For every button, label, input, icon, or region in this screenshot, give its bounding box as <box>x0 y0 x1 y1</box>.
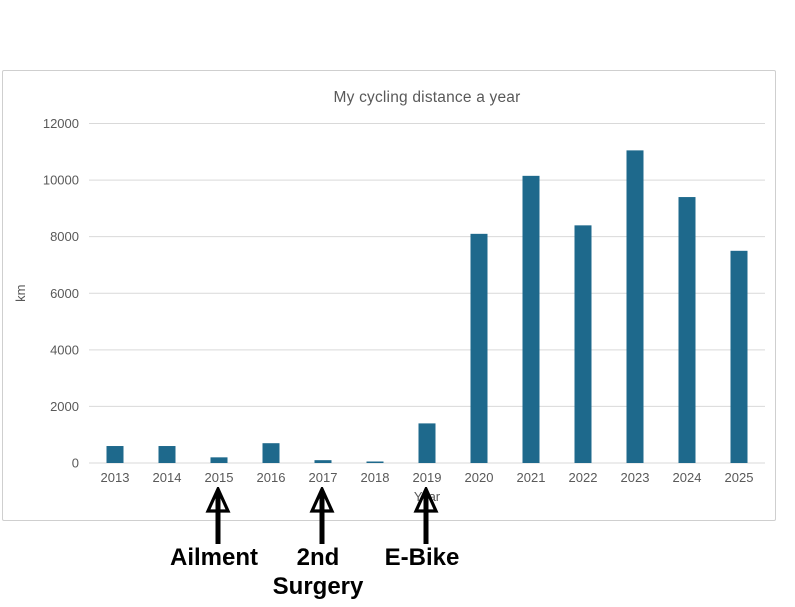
x-axis-title: Year <box>414 489 441 504</box>
annotation-label: Ailment <box>169 544 259 571</box>
x-tick-label: 2020 <box>465 470 494 485</box>
bar-2023 <box>626 150 644 463</box>
y-tick-label: 0 <box>72 456 79 471</box>
bar-2014 <box>158 446 176 463</box>
annotation-label: E-Bike <box>384 544 460 571</box>
bar-2022 <box>574 225 592 463</box>
y-tick-label: 8000 <box>50 229 79 244</box>
x-tick-label: 2023 <box>621 470 650 485</box>
y-tick-label: 4000 <box>50 342 79 357</box>
y-tick-label: 6000 <box>50 286 79 301</box>
bar-2024 <box>678 197 696 463</box>
y-tick-label: 10000 <box>43 173 79 188</box>
bar-2018 <box>366 461 384 463</box>
x-tick-label: 2013 <box>101 470 130 485</box>
x-tick-label: 2017 <box>309 470 338 485</box>
annotation-label: 2nd <box>296 544 340 571</box>
chart-panel: My cycling distance a year 0 2000 4000 6000… <box>2 70 776 521</box>
x-tick-label: 2019 <box>413 470 442 485</box>
x-tick-label: 2016 <box>257 470 286 485</box>
bar-2020 <box>470 233 488 463</box>
bar-2013 <box>106 446 124 463</box>
x-tick-label: 2014 <box>153 470 182 485</box>
bar-2021 <box>522 175 540 463</box>
y-axis-title: km <box>13 285 28 302</box>
chart-title: My cycling distance a year <box>333 89 521 106</box>
x-tick-label: 2015 <box>205 470 234 485</box>
annotation-label: Surgery <box>272 573 364 600</box>
y-tick-label: 12000 <box>43 116 79 131</box>
bar-2019 <box>418 423 436 463</box>
bar-chart-plot: 0 2000 4000 6000 8000 10000 12000 2013 2014 2015 2… <box>13 116 765 504</box>
x-tick-label: 2025 <box>725 470 754 485</box>
bar-2016 <box>262 443 280 463</box>
x-tick-label: 2022 <box>569 470 598 485</box>
x-tick-label: 2021 <box>517 470 546 485</box>
bar-2017 <box>314 460 332 463</box>
bar-2015 <box>210 457 228 463</box>
bar-2025 <box>730 250 748 463</box>
x-tick-label: 2024 <box>673 470 702 485</box>
x-tick-label: 2018 <box>361 470 390 485</box>
y-tick-label: 2000 <box>50 399 79 414</box>
